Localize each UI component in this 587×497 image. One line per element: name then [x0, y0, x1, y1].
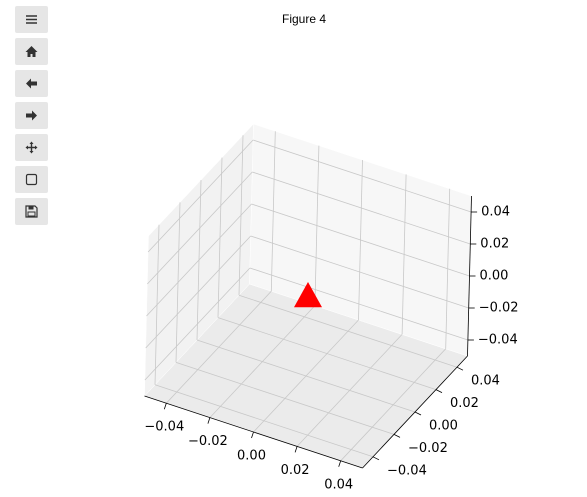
data-point	[294, 282, 322, 308]
grid-line	[147, 139, 254, 253]
y-tick-label: −0.04	[387, 463, 427, 478]
grid-line	[175, 362, 395, 435]
grid-line	[238, 294, 458, 368]
tick-mark	[163, 403, 167, 410]
grid-line	[154, 384, 374, 458]
z-tick-label: −0.04	[478, 333, 518, 348]
forward-button[interactable]	[15, 102, 48, 129]
grid-line	[196, 339, 416, 413]
z-tick-label: 0.00	[480, 269, 509, 284]
tick-mark	[207, 417, 211, 424]
z-axis-line	[467, 195, 472, 357]
tick-mark	[393, 434, 401, 438]
x-axis-line	[144, 395, 363, 469]
grid-line	[146, 203, 252, 317]
grid-line	[250, 235, 469, 309]
grid-line	[145, 235, 251, 349]
z-tick-label: 0.02	[480, 237, 509, 252]
tick-mark	[251, 431, 254, 439]
figure-label: Figure 4	[282, 12, 326, 26]
grid-line	[217, 317, 437, 390]
grid-line	[147, 171, 253, 285]
grid-line	[252, 139, 472, 213]
x-tick-label: 0.04	[324, 477, 353, 492]
x-tick-label: −0.04	[144, 420, 184, 435]
save-button[interactable]	[15, 198, 48, 225]
tick-mark	[414, 411, 422, 416]
x-tick-label: 0.00	[237, 449, 266, 464]
y-tick-label: −0.02	[408, 441, 448, 456]
y-tick-label: 0.04	[471, 374, 500, 389]
grid-line	[249, 267, 469, 341]
grid-line	[251, 203, 470, 277]
tick-mark	[338, 460, 342, 467]
tick-mark	[294, 446, 298, 453]
z-tick-label: 0.04	[481, 205, 510, 220]
y-tick-label: 0.00	[429, 419, 458, 434]
tick-mark	[456, 366, 464, 371]
z-tick-label: −0.02	[479, 301, 519, 316]
pan-button[interactable]	[15, 134, 48, 161]
tick-mark	[372, 456, 380, 461]
grid-line	[144, 267, 251, 381]
back-button[interactable]	[15, 70, 48, 97]
grid-line	[252, 171, 471, 245]
x-tick-label: −0.02	[188, 434, 228, 449]
tick-mark	[435, 389, 443, 393]
menu-button[interactable]	[15, 6, 48, 33]
y-axis-line	[362, 355, 468, 469]
y-tick-label: 0.02	[450, 396, 479, 411]
x-tick-label: 0.02	[281, 463, 310, 478]
home-button[interactable]	[15, 38, 48, 65]
zoom-button[interactable]	[15, 166, 48, 193]
